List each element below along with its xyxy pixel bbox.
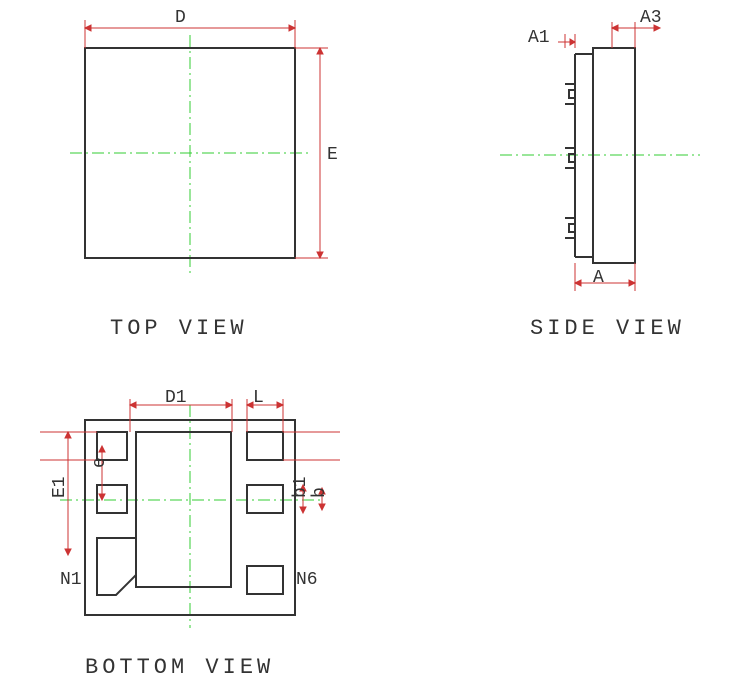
dim-E-label: E bbox=[327, 145, 338, 165]
diagram-canvas bbox=[0, 0, 746, 687]
dim-E1-label: E1 bbox=[50, 476, 70, 498]
dim-N1-label: N1 bbox=[60, 570, 82, 590]
dim-N6-label: N6 bbox=[296, 570, 318, 590]
dim-D1-label: D1 bbox=[165, 388, 187, 408]
bottom-view-title: BOTTOM VIEW bbox=[85, 655, 274, 680]
dim-A3-label: A3 bbox=[640, 8, 662, 28]
dim-A1-label: A1 bbox=[528, 28, 550, 48]
side-view-title: SIDE VIEW bbox=[530, 316, 685, 341]
dim-L-label: L bbox=[253, 388, 264, 408]
dim-e-label: e bbox=[90, 457, 110, 468]
dim-A-label: A bbox=[593, 268, 604, 288]
dim-b1-label: b1 bbox=[291, 476, 311, 498]
top-view-title: TOP VIEW bbox=[110, 316, 248, 341]
dim-D-label: D bbox=[175, 8, 186, 28]
dim-b-label: b bbox=[310, 487, 330, 498]
